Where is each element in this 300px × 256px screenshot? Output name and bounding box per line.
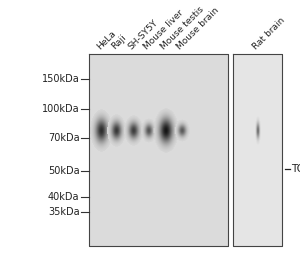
Text: 70kDa: 70kDa — [48, 133, 80, 143]
Text: Raji: Raji — [110, 33, 128, 51]
Text: 35kDa: 35kDa — [48, 207, 80, 217]
Text: 100kDa: 100kDa — [42, 104, 80, 114]
Text: TCP1 beta/CCT2: TCP1 beta/CCT2 — [291, 164, 300, 174]
Text: Mouse testis: Mouse testis — [159, 5, 206, 51]
Text: Rat brain: Rat brain — [251, 16, 286, 51]
Text: 50kDa: 50kDa — [48, 166, 80, 176]
Text: HeLa: HeLa — [95, 29, 117, 51]
Text: SH-SY5Y: SH-SY5Y — [127, 18, 160, 51]
Text: 150kDa: 150kDa — [42, 74, 80, 84]
Text: Mouse liver: Mouse liver — [142, 8, 185, 51]
Text: 40kDa: 40kDa — [48, 192, 80, 202]
Text: Mouse brain: Mouse brain — [175, 6, 221, 51]
